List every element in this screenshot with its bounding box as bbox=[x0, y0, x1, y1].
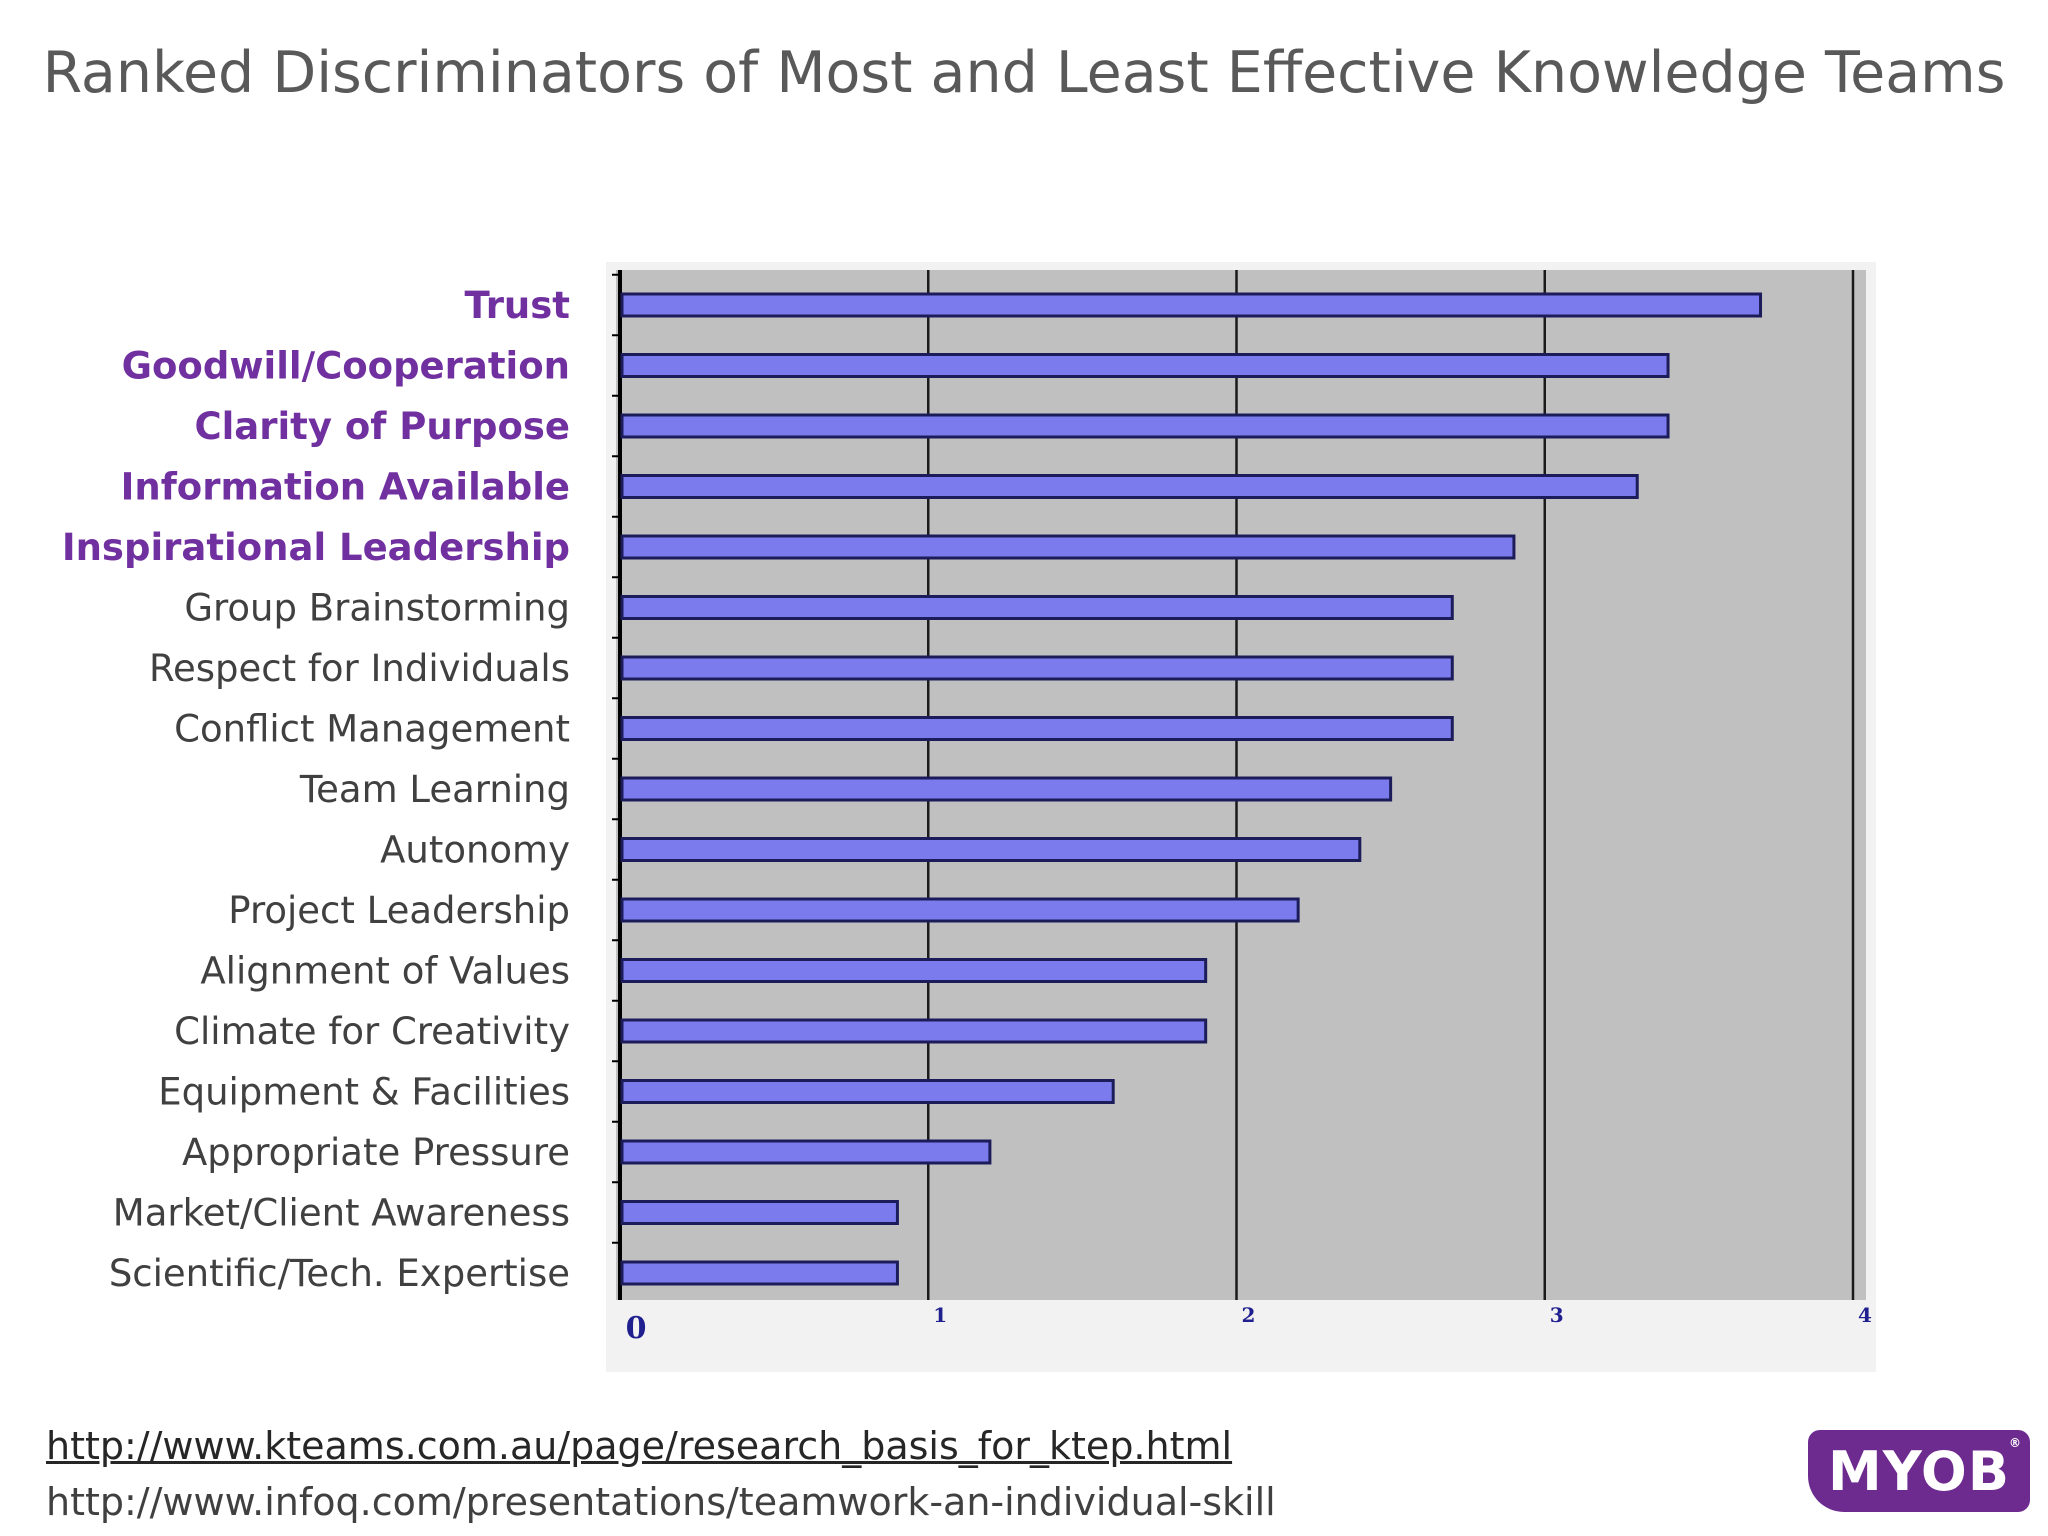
category-label-autonomy: Autonomy bbox=[380, 829, 570, 872]
category-label-team-learning: Team Learning bbox=[299, 768, 570, 811]
category-label-scientific-tech-expertise: Scientific/Tech. Expertise bbox=[109, 1252, 570, 1295]
bar-group-brainstorming bbox=[620, 595, 1454, 620]
bar-alignment-of-values bbox=[620, 958, 1208, 983]
bar-chart: Trust Goodwill/Cooperation Clarity of Purp… bbox=[62, 262, 1876, 1372]
category-label-group-brainstorming: Group Brainstorming bbox=[184, 587, 570, 630]
myob-logo-text: MYOB bbox=[1828, 1439, 2010, 1503]
bar-climate-for-creativity bbox=[620, 1018, 1208, 1044]
bar-appropriate-pressure bbox=[620, 1139, 992, 1165]
bar-autonomy bbox=[620, 837, 1362, 862]
reference-links: http://www.kteams.com.au/page/research_b… bbox=[46, 1418, 1276, 1530]
bar-trust bbox=[620, 292, 1763, 318]
tick-label-0: 0 bbox=[626, 1311, 647, 1346]
tick-label-1: 1 bbox=[933, 1303, 947, 1327]
bar-respect-for-individuals bbox=[620, 655, 1454, 681]
category-label-information-available: Information Available bbox=[121, 466, 570, 509]
bar-team-learning bbox=[620, 776, 1393, 802]
category-label-clarity-of-purpose: Clarity of Purpose bbox=[194, 405, 570, 448]
category-label-appropriate-pressure: Appropriate Pressure bbox=[182, 1131, 570, 1174]
myob-logo: MYOB ® bbox=[1808, 1430, 2030, 1512]
reference-link-infoq[interactable]: http://www.infoq.com/presentations/teamw… bbox=[46, 1480, 1276, 1524]
tick-labels: 0 1 2 3 4 bbox=[626, 1303, 1872, 1346]
bar-conflict-management bbox=[620, 716, 1454, 741]
bar-information-available bbox=[620, 474, 1639, 499]
bars bbox=[620, 292, 1763, 1286]
bar-market-client-awareness bbox=[620, 1200, 899, 1225]
category-label-respect-for-individuals: Respect for Individuals bbox=[149, 647, 570, 690]
bar-goodwill-cooperation bbox=[620, 353, 1670, 378]
category-label-alignment-of-values: Alignment of Values bbox=[200, 950, 570, 993]
tick-label-4: 4 bbox=[1858, 1303, 1872, 1327]
registered-mark: ® bbox=[2009, 1436, 2022, 1450]
category-label-project-leadership: Project Leadership bbox=[228, 889, 570, 932]
category-label-equipment-facilities: Equipment & Facilities bbox=[158, 1071, 570, 1114]
bar-clarity-of-purpose bbox=[620, 413, 1670, 439]
tick-label-2: 2 bbox=[1242, 1303, 1256, 1327]
bar-inspirational-leadership bbox=[620, 534, 1516, 560]
bar-scientific-tech-expertise bbox=[620, 1260, 899, 1286]
bar-project-leadership bbox=[620, 897, 1300, 923]
slide-title: Ranked Discriminators of Most and Least … bbox=[42, 40, 2006, 106]
bar-equipment-facilities bbox=[620, 1079, 1115, 1104]
category-label-goodwill-cooperation: Goodwill/Cooperation bbox=[122, 345, 570, 388]
reference-link-kteams[interactable]: http://www.kteams.com.au/page/research_b… bbox=[46, 1424, 1233, 1468]
category-label-trust: Trust bbox=[465, 284, 570, 327]
category-label-market-client-awareness: Market/Client Awareness bbox=[113, 1192, 570, 1235]
category-label-conflict-management: Conflict Management bbox=[174, 708, 570, 751]
gridlines bbox=[612, 270, 1855, 1300]
category-label-climate-for-creativity: Climate for Creativity bbox=[174, 1010, 570, 1053]
tick-label-3: 3 bbox=[1550, 1303, 1564, 1327]
category-label-inspirational-leadership: Inspirational Leadership bbox=[62, 526, 570, 569]
category-labels: Trust Goodwill/Cooperation Clarity of Purp… bbox=[62, 284, 570, 1295]
